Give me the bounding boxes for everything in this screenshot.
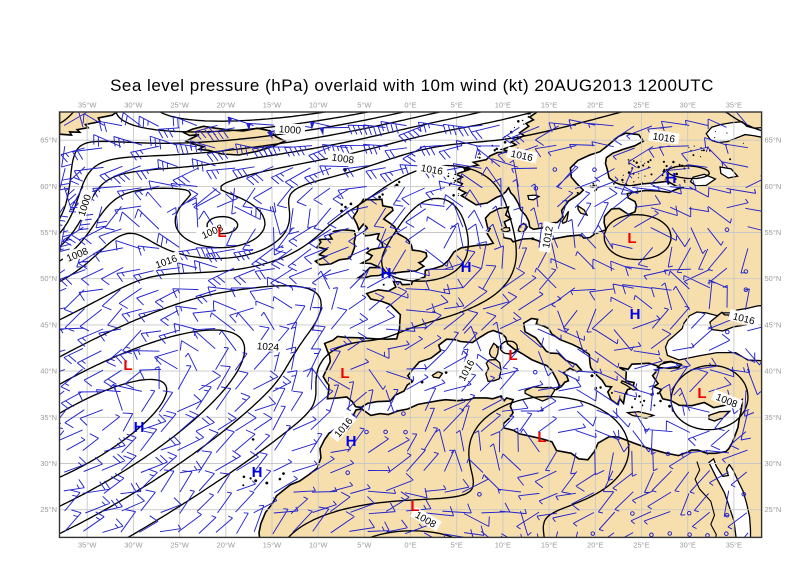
svg-text:55°N: 55°N bbox=[765, 228, 782, 237]
svg-text:H: H bbox=[666, 170, 677, 187]
svg-text:1016: 1016 bbox=[420, 163, 444, 178]
svg-text:35°W: 35°W bbox=[78, 101, 97, 110]
svg-text:1016: 1016 bbox=[510, 149, 534, 164]
svg-text:20°W: 20°W bbox=[217, 541, 236, 550]
svg-text:50°N: 50°N bbox=[765, 274, 782, 283]
svg-text:55°N: 55°N bbox=[40, 228, 57, 237]
svg-text:5°E: 5°E bbox=[451, 101, 463, 110]
svg-text:H: H bbox=[461, 259, 472, 276]
svg-text:25°E: 25°E bbox=[633, 101, 649, 110]
svg-text:30°W: 30°W bbox=[124, 101, 143, 110]
svg-text:15°W: 15°W bbox=[263, 541, 282, 550]
svg-text:60°N: 60°N bbox=[40, 182, 57, 191]
svg-text:30°W: 30°W bbox=[124, 541, 143, 550]
svg-text:10°W: 10°W bbox=[309, 101, 328, 110]
svg-text:L: L bbox=[123, 357, 132, 374]
svg-text:20°W: 20°W bbox=[217, 101, 236, 110]
svg-text:5°E: 5°E bbox=[451, 541, 463, 550]
svg-text:10°E: 10°E bbox=[495, 101, 511, 110]
svg-text:15°W: 15°W bbox=[263, 101, 282, 110]
svg-text:1008: 1008 bbox=[331, 152, 355, 166]
svg-text:25°W: 25°W bbox=[170, 541, 189, 550]
svg-text:35°N: 35°N bbox=[765, 413, 782, 422]
svg-text:30°E: 30°E bbox=[680, 541, 696, 550]
svg-text:40°N: 40°N bbox=[765, 367, 782, 376]
svg-text:5°W: 5°W bbox=[357, 541, 372, 550]
svg-text:35°E: 35°E bbox=[726, 101, 742, 110]
svg-text:5°W: 5°W bbox=[357, 101, 372, 110]
svg-text:35°E: 35°E bbox=[726, 541, 742, 550]
svg-text:45°N: 45°N bbox=[765, 320, 782, 329]
svg-text:30°N: 30°N bbox=[40, 459, 57, 468]
svg-text:50°N: 50°N bbox=[40, 274, 57, 283]
svg-text:H: H bbox=[381, 265, 392, 282]
svg-text:H: H bbox=[252, 464, 263, 481]
svg-text:0°E: 0°E bbox=[404, 541, 416, 550]
svg-text:25°W: 25°W bbox=[170, 101, 189, 110]
svg-text:25°N: 25°N bbox=[40, 505, 57, 514]
svg-text:30°E: 30°E bbox=[680, 101, 696, 110]
svg-text:L: L bbox=[697, 385, 706, 402]
svg-text:L: L bbox=[627, 230, 636, 247]
svg-text:25°N: 25°N bbox=[765, 505, 782, 514]
svg-text:25°E: 25°E bbox=[633, 541, 649, 550]
svg-text:35°N: 35°N bbox=[40, 413, 57, 422]
svg-text:L: L bbox=[340, 365, 349, 382]
svg-text:H: H bbox=[346, 433, 357, 450]
svg-text:1016: 1016 bbox=[732, 311, 757, 327]
svg-text:20°E: 20°E bbox=[587, 541, 603, 550]
svg-text:45°N: 45°N bbox=[40, 320, 57, 329]
svg-text:35°W: 35°W bbox=[78, 541, 97, 550]
svg-text:L: L bbox=[217, 224, 226, 241]
svg-text:20°E: 20°E bbox=[587, 101, 603, 110]
svg-text:15°E: 15°E bbox=[541, 541, 557, 550]
svg-text:60°N: 60°N bbox=[765, 182, 782, 191]
svg-text:H: H bbox=[134, 419, 145, 436]
svg-text:10°E: 10°E bbox=[495, 541, 511, 550]
svg-text:1000: 1000 bbox=[278, 124, 301, 137]
svg-text:15°E: 15°E bbox=[541, 101, 557, 110]
svg-text:10°W: 10°W bbox=[309, 541, 328, 550]
svg-text:L: L bbox=[508, 347, 517, 364]
svg-text:1012: 1012 bbox=[541, 225, 556, 249]
svg-text:65°N: 65°N bbox=[40, 136, 57, 145]
svg-text:30°N: 30°N bbox=[765, 459, 782, 468]
svg-text:40°N: 40°N bbox=[40, 367, 57, 376]
svg-text:1016: 1016 bbox=[652, 131, 676, 145]
svg-text:0°E: 0°E bbox=[404, 101, 416, 110]
svg-text:L: L bbox=[537, 429, 546, 446]
svg-text:L: L bbox=[410, 498, 419, 515]
svg-text:65°N: 65°N bbox=[765, 136, 782, 145]
svg-text:1024: 1024 bbox=[256, 341, 279, 354]
svg-text:H: H bbox=[630, 306, 641, 323]
